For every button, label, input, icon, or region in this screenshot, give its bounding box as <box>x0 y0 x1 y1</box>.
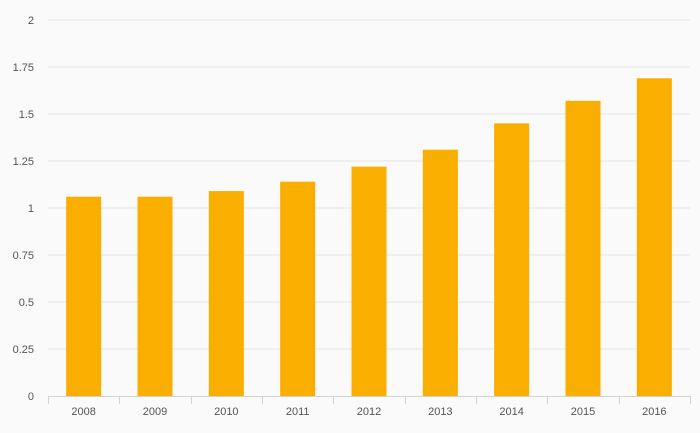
x-axis-tick-labels: 2008 2009 2010 2011 2012 2013 2014 2015 2016 <box>71 406 666 418</box>
y-tick-label: 1.75 <box>13 62 34 74</box>
y-tick-label: 0.5 <box>19 297 34 309</box>
bar-2009 <box>137 196 173 396</box>
y-tick-label: 0 <box>28 391 34 403</box>
y-tick-label: 0.75 <box>13 250 34 262</box>
x-tick-label: 2008 <box>71 406 95 418</box>
bar-2011 <box>280 181 316 396</box>
y-axis-tick-labels: 0 0.25 0.5 0.75 1 1.25 1.5 1.75 2 <box>13 15 34 403</box>
x-tick-label: 2011 <box>286 406 310 418</box>
y-tick-label: 2 <box>28 15 34 27</box>
bars <box>66 78 672 397</box>
bar-2010 <box>208 191 244 396</box>
y-tick-label: 0.25 <box>13 344 34 356</box>
x-axis <box>48 396 691 404</box>
x-tick-label: 2015 <box>571 406 595 418</box>
y-tick-label: 1.25 <box>13 156 34 168</box>
x-tick-label: 2009 <box>143 406 167 418</box>
bar-2012 <box>351 166 387 396</box>
bar-2013 <box>422 149 458 396</box>
x-tick-label: 2012 <box>357 406 381 418</box>
x-tick-label: 2013 <box>428 406 452 418</box>
x-tick-label: 2016 <box>642 406 666 418</box>
bar-2008 <box>66 196 102 396</box>
bar-2015 <box>565 100 601 396</box>
x-tick-label: 2014 <box>499 406 523 418</box>
bar-2016 <box>636 78 672 396</box>
x-tick-label: 2010 <box>214 406 238 418</box>
bar-2014 <box>494 123 530 397</box>
y-tick-label: 1.5 <box>19 109 34 121</box>
y-tick-label: 1 <box>28 203 34 215</box>
